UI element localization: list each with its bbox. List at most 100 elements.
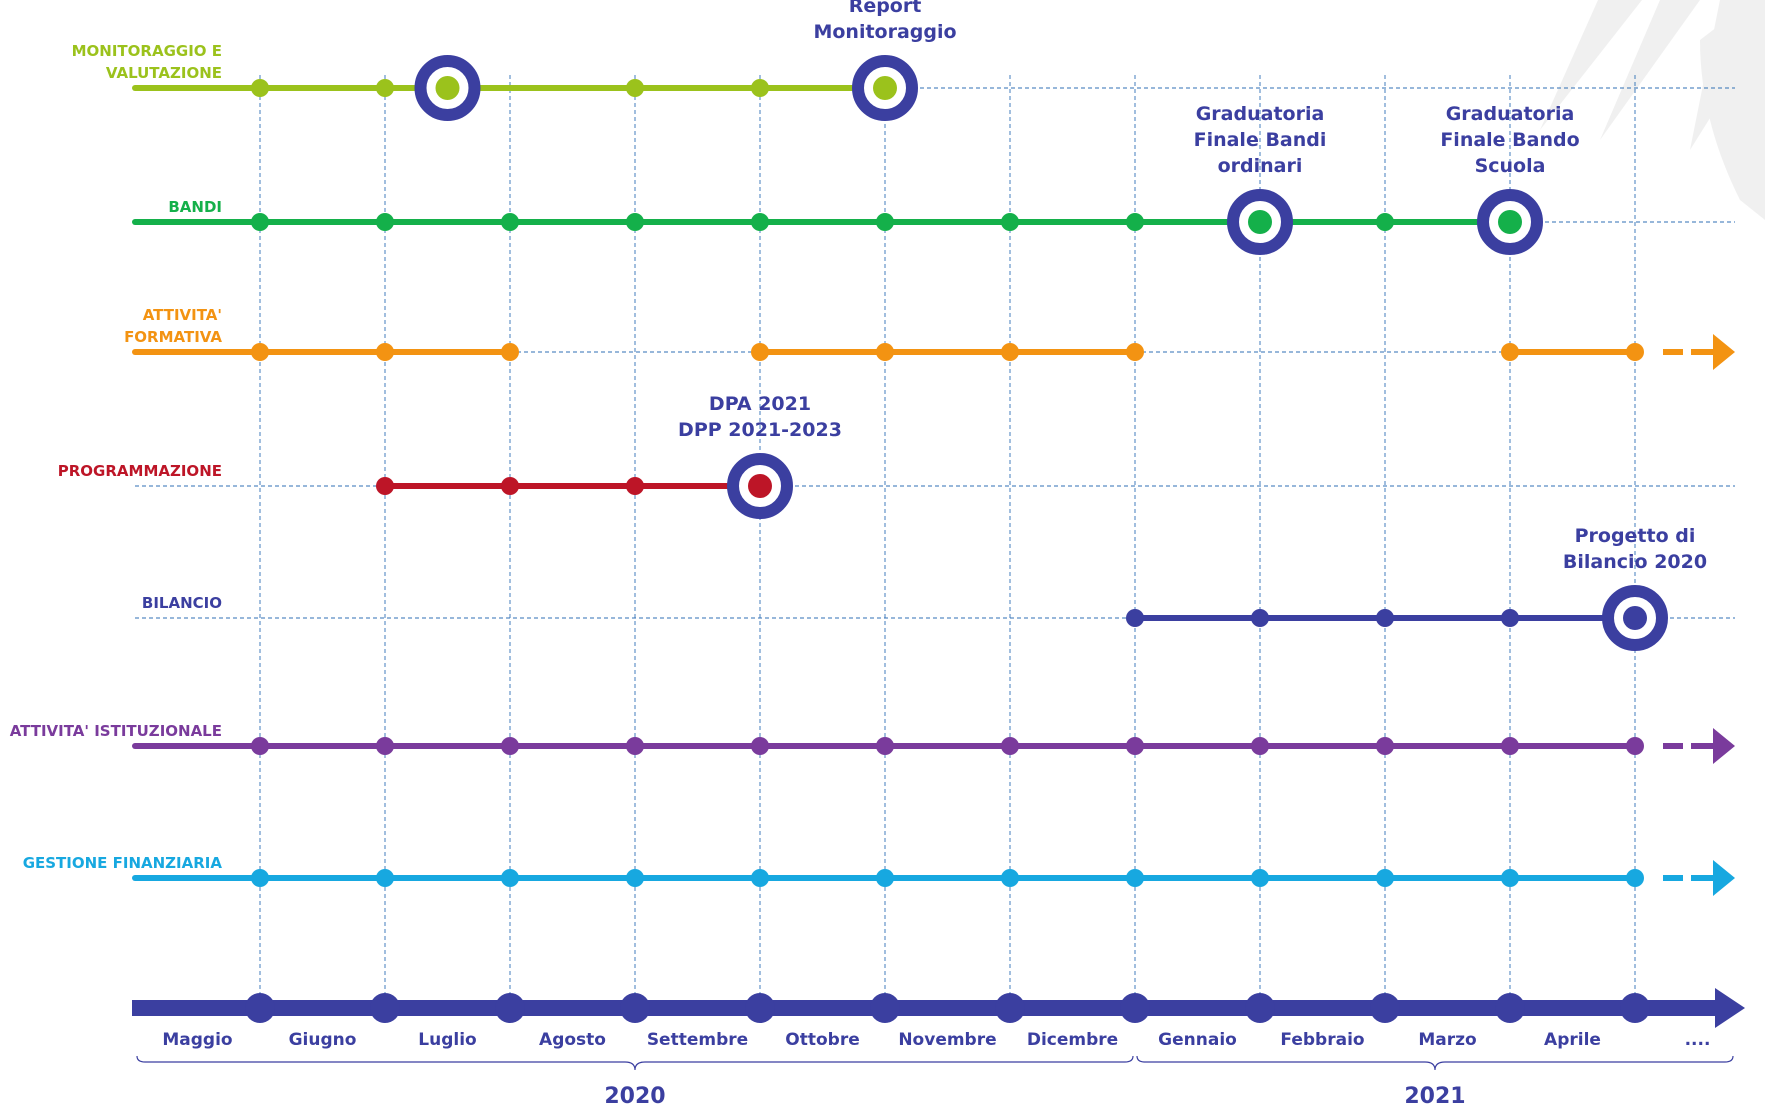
row-formativa: ATTIVITA' FORMATIVA — [124, 306, 1735, 370]
milestone-center — [748, 474, 772, 498]
row-label: FORMATIVA — [124, 328, 222, 346]
milestone-center — [873, 76, 897, 100]
axis-tick-dot — [1495, 993, 1525, 1023]
row-dot — [1376, 609, 1394, 627]
row-dot — [751, 343, 769, 361]
milestone-label: Progetto di — [1575, 525, 1696, 547]
row-dot — [626, 869, 644, 887]
row-finanziaria: GESTIONE FINANZIARIA — [23, 854, 1735, 896]
milestone-label: DPA 2021 — [709, 393, 811, 415]
row-dot — [501, 343, 519, 361]
month-axis: Maggio Giugno Luglio Agosto Settembre Ottobre… — [132, 988, 1745, 1109]
axis-tick-dot — [870, 993, 900, 1023]
row-dot — [1251, 737, 1269, 755]
row-dot — [376, 79, 394, 97]
row-label: BILANCIO — [142, 594, 222, 612]
row-dot — [876, 869, 894, 887]
row-dot — [1376, 213, 1394, 231]
row-dot — [1501, 343, 1519, 361]
row-dot — [1626, 737, 1644, 755]
milestone-label: Finale Bando — [1440, 129, 1579, 151]
month-label: Aprile — [1544, 1030, 1601, 1050]
row-dot — [1126, 609, 1144, 627]
row-label: ATTIVITA' — [143, 306, 222, 324]
row-dot — [1001, 869, 1019, 887]
row-dot — [876, 343, 894, 361]
row-dot — [1376, 737, 1394, 755]
row-monitoraggio: MONITORAGGIO E VALUTAZIONE Report Monitorag… — [72, 0, 1735, 121]
row-dot — [251, 737, 269, 755]
row-dot — [876, 213, 894, 231]
row-dot — [1126, 869, 1144, 887]
month-label: Giugno — [289, 1030, 357, 1050]
row-istituzionale: ATTIVITA' ISTITUZIONALE — [10, 722, 1735, 764]
month-label: Novembre — [898, 1030, 996, 1050]
axis-tick-dot — [1370, 993, 1400, 1023]
row-dot — [501, 477, 519, 495]
row-arrow-head — [1713, 860, 1735, 896]
milestone-label: Bilancio 2020 — [1563, 551, 1707, 573]
row-dot — [251, 79, 269, 97]
month-label: Settembre — [647, 1030, 748, 1050]
row-label: MONITORAGGIO E — [72, 42, 222, 60]
row-dot — [1501, 737, 1519, 755]
year-brace — [136, 1055, 1134, 1071]
row-bilancio: BILANCIO Progetto di Bilancio 2020 — [135, 525, 1735, 651]
row-label: GESTIONE FINANZIARIA — [23, 854, 223, 872]
month-label: Dicembre — [1027, 1030, 1118, 1050]
milestone-center — [1248, 210, 1272, 234]
row-label: VALUTAZIONE — [106, 64, 222, 82]
activity-rows: MONITORAGGIO E VALUTAZIONE Report Monitorag… — [10, 0, 1735, 896]
milestone-center — [435, 76, 460, 100]
month-label: Febbraio — [1280, 1030, 1364, 1050]
milestone-label: ordinari — [1218, 155, 1303, 177]
row-bandi: BANDI Graduatoria Finale Bandi ordinari Grad… — [132, 103, 1735, 255]
row-dot — [626, 477, 644, 495]
row-dot — [1251, 869, 1269, 887]
row-dot — [626, 213, 644, 231]
milestone-label: Graduatoria — [1196, 103, 1325, 125]
row-dot — [751, 213, 769, 231]
row-dot — [376, 213, 394, 231]
row-programmazione: PROGRAMMAZIONE DPA 2021 DPP 2021-2023 — [58, 393, 1735, 519]
milestone-label: Report — [849, 0, 922, 17]
row-arrow-head — [1713, 334, 1735, 370]
row-label: PROGRAMMAZIONE — [58, 462, 222, 480]
row-dot — [1376, 869, 1394, 887]
month-label: Agosto — [539, 1030, 606, 1050]
row-dot — [1501, 869, 1519, 887]
axis-arrow-head — [1715, 988, 1745, 1028]
row-arrow-head — [1713, 728, 1735, 764]
month-label: Luglio — [418, 1030, 476, 1050]
row-dot — [1626, 869, 1644, 887]
axis-tick-dot — [495, 993, 525, 1023]
axis-tick-dot — [1245, 993, 1275, 1023]
row-dot — [1626, 343, 1644, 361]
row-dot — [751, 737, 769, 755]
milestone-label: Monitoraggio — [813, 21, 956, 43]
row-dot — [626, 737, 644, 755]
axis-tick-dot — [370, 993, 400, 1023]
axis-tick-dot — [1620, 993, 1650, 1023]
vertical-gridlines — [259, 75, 1636, 1008]
month-label: Ottobre — [785, 1030, 859, 1050]
milestone-center — [1498, 210, 1522, 234]
month-label: .... — [1685, 1030, 1711, 1050]
row-dot — [251, 343, 269, 361]
row-dot — [876, 737, 894, 755]
year-label: 2020 — [604, 1084, 665, 1109]
row-dot — [1001, 213, 1019, 231]
row-dot — [626, 79, 644, 97]
row-dot — [251, 213, 269, 231]
month-label: Marzo — [1418, 1030, 1476, 1050]
row-dot — [1001, 343, 1019, 361]
milestone-label: Graduatoria — [1446, 103, 1575, 125]
row-label: BANDI — [168, 198, 222, 216]
axis-tick-dot — [245, 993, 275, 1023]
row-dot — [501, 213, 519, 231]
year-brace — [1136, 1055, 1734, 1071]
axis-tick-dot — [620, 993, 650, 1023]
row-dot — [376, 477, 394, 495]
row-dot — [1251, 609, 1269, 627]
milestone-center — [1623, 606, 1647, 630]
